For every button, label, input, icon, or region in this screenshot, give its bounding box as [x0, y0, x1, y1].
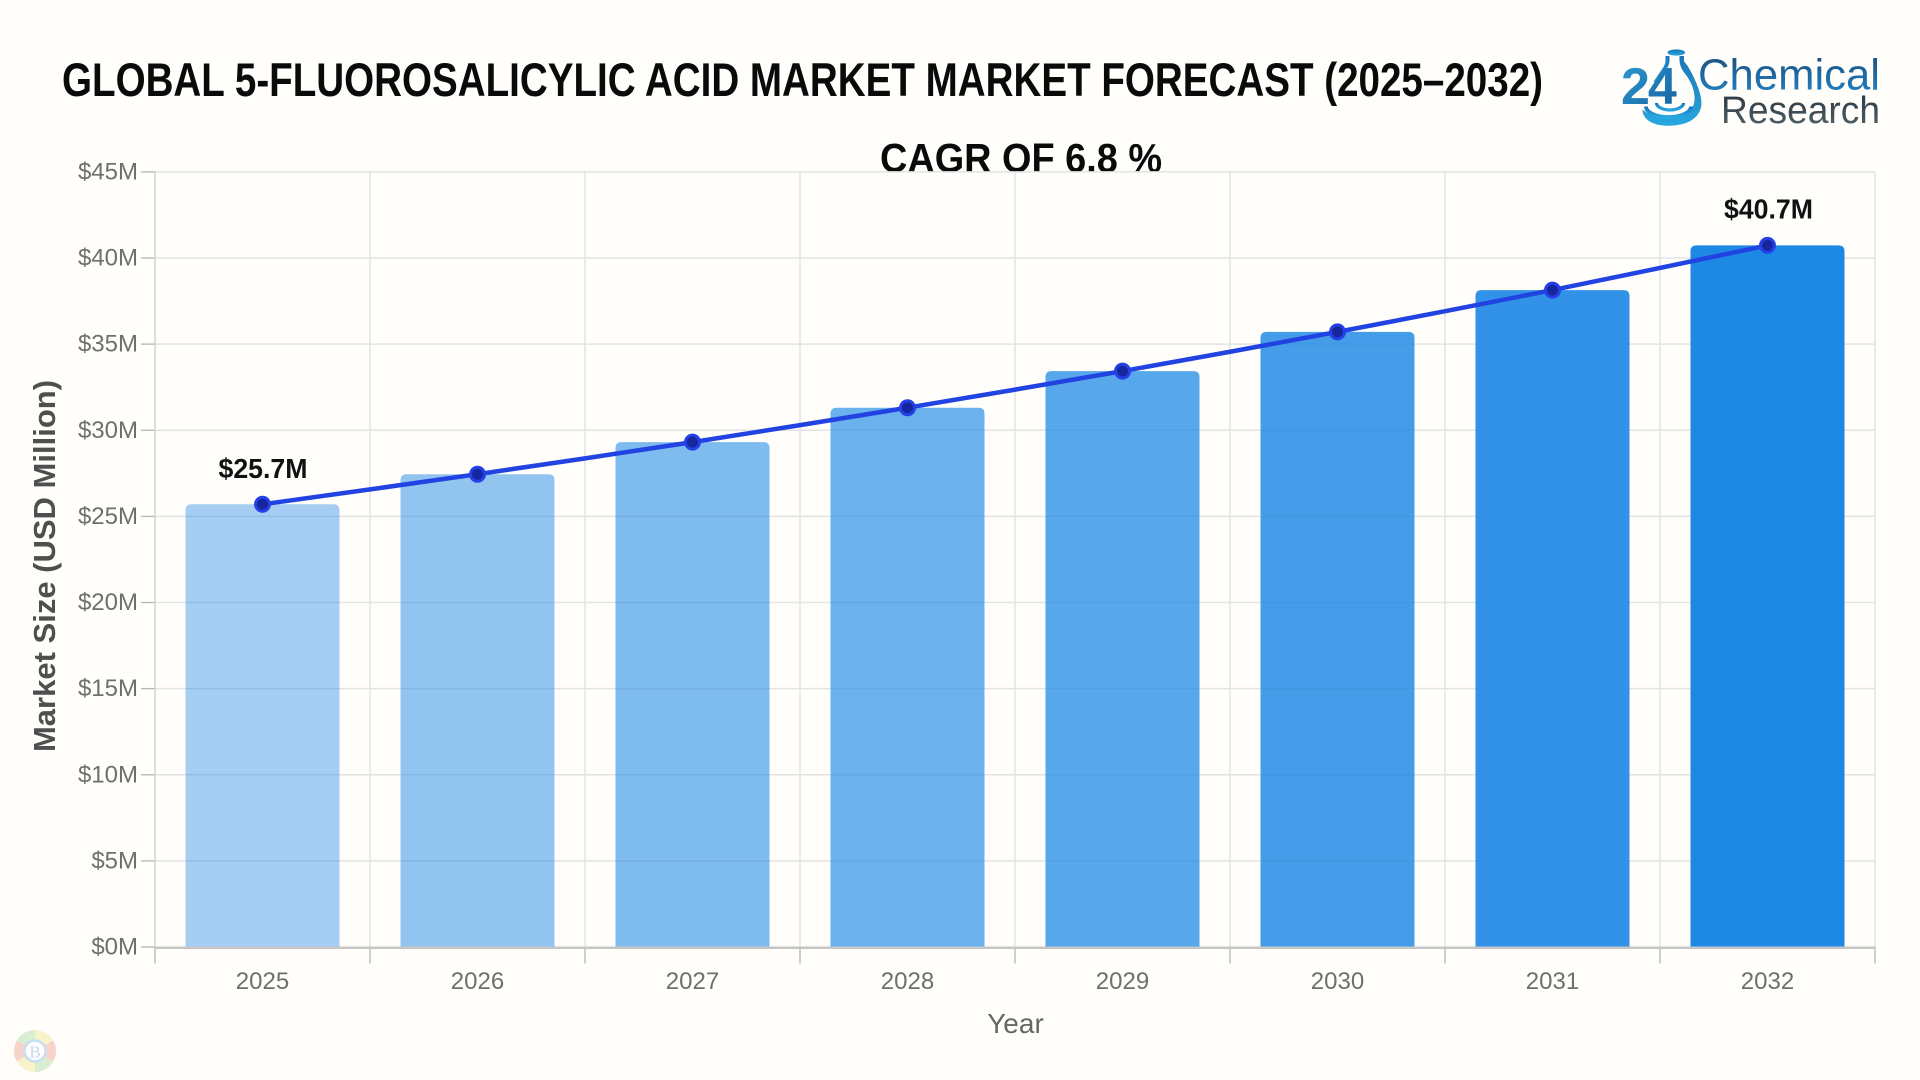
svg-text:2026: 2026: [451, 968, 504, 995]
svg-text:GLOBAL 5-FLUOROSALICYLIC ACID: GLOBAL 5-FLUOROSALICYLIC ACID MARKET MAR…: [62, 53, 1543, 106]
svg-text:$40M: $40M: [78, 245, 138, 272]
svg-text:$0M: $0M: [91, 934, 138, 961]
svg-text:CAGR OF 6.8 %: CAGR OF 6.8 %: [880, 135, 1162, 181]
svg-text:$20M: $20M: [78, 589, 138, 616]
svg-text:$30M: $30M: [78, 417, 138, 444]
svg-text:$40.7M: $40.7M: [1724, 194, 1813, 225]
svg-text:Year: Year: [987, 1008, 1044, 1039]
svg-text:2029: 2029: [1096, 968, 1149, 995]
svg-text:Market Size (USD Million): Market Size (USD Million): [27, 380, 62, 752]
svg-text:Research: Research: [1721, 90, 1880, 132]
svg-text:$10M: $10M: [78, 761, 138, 788]
svg-text:$35M: $35M: [78, 331, 138, 358]
svg-text:2027: 2027: [666, 968, 719, 995]
svg-text:$15M: $15M: [78, 675, 138, 702]
svg-text:$25.7M: $25.7M: [219, 453, 308, 484]
svg-text:2031: 2031: [1526, 968, 1579, 995]
svg-text:$5M: $5M: [91, 847, 138, 874]
svg-text:2032: 2032: [1741, 968, 1794, 995]
svg-text:$25M: $25M: [78, 503, 138, 530]
svg-text:B: B: [29, 1043, 40, 1062]
svg-text:24: 24: [1621, 58, 1677, 116]
svg-text:2030: 2030: [1311, 968, 1364, 995]
svg-text:2025: 2025: [236, 968, 289, 995]
svg-text:$45M: $45M: [78, 158, 138, 185]
svg-text:2028: 2028: [881, 968, 934, 995]
svg-text:Chemical: Chemical: [1698, 51, 1880, 100]
